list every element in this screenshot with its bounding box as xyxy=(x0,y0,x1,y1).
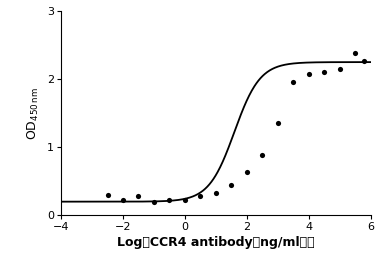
Point xyxy=(361,59,367,63)
Point xyxy=(197,194,203,198)
Y-axis label: $\mathregular{OD_{450\,nm}}$: $\mathregular{OD_{450\,nm}}$ xyxy=(26,87,42,140)
Point xyxy=(135,194,141,198)
Point xyxy=(290,80,296,84)
Point xyxy=(104,193,111,197)
Point xyxy=(120,198,126,203)
X-axis label: Log（CCR4 antibody（ng/ml））: Log（CCR4 antibody（ng/ml）） xyxy=(117,236,315,250)
Point xyxy=(259,153,265,158)
Point xyxy=(244,170,250,175)
Point xyxy=(306,72,312,76)
Point xyxy=(321,70,327,75)
Point xyxy=(166,198,172,203)
Point xyxy=(352,51,358,55)
Point xyxy=(213,191,219,196)
Point xyxy=(337,67,343,71)
Point xyxy=(228,182,235,187)
Point xyxy=(182,198,188,203)
Point xyxy=(151,200,157,205)
Point xyxy=(275,121,281,126)
